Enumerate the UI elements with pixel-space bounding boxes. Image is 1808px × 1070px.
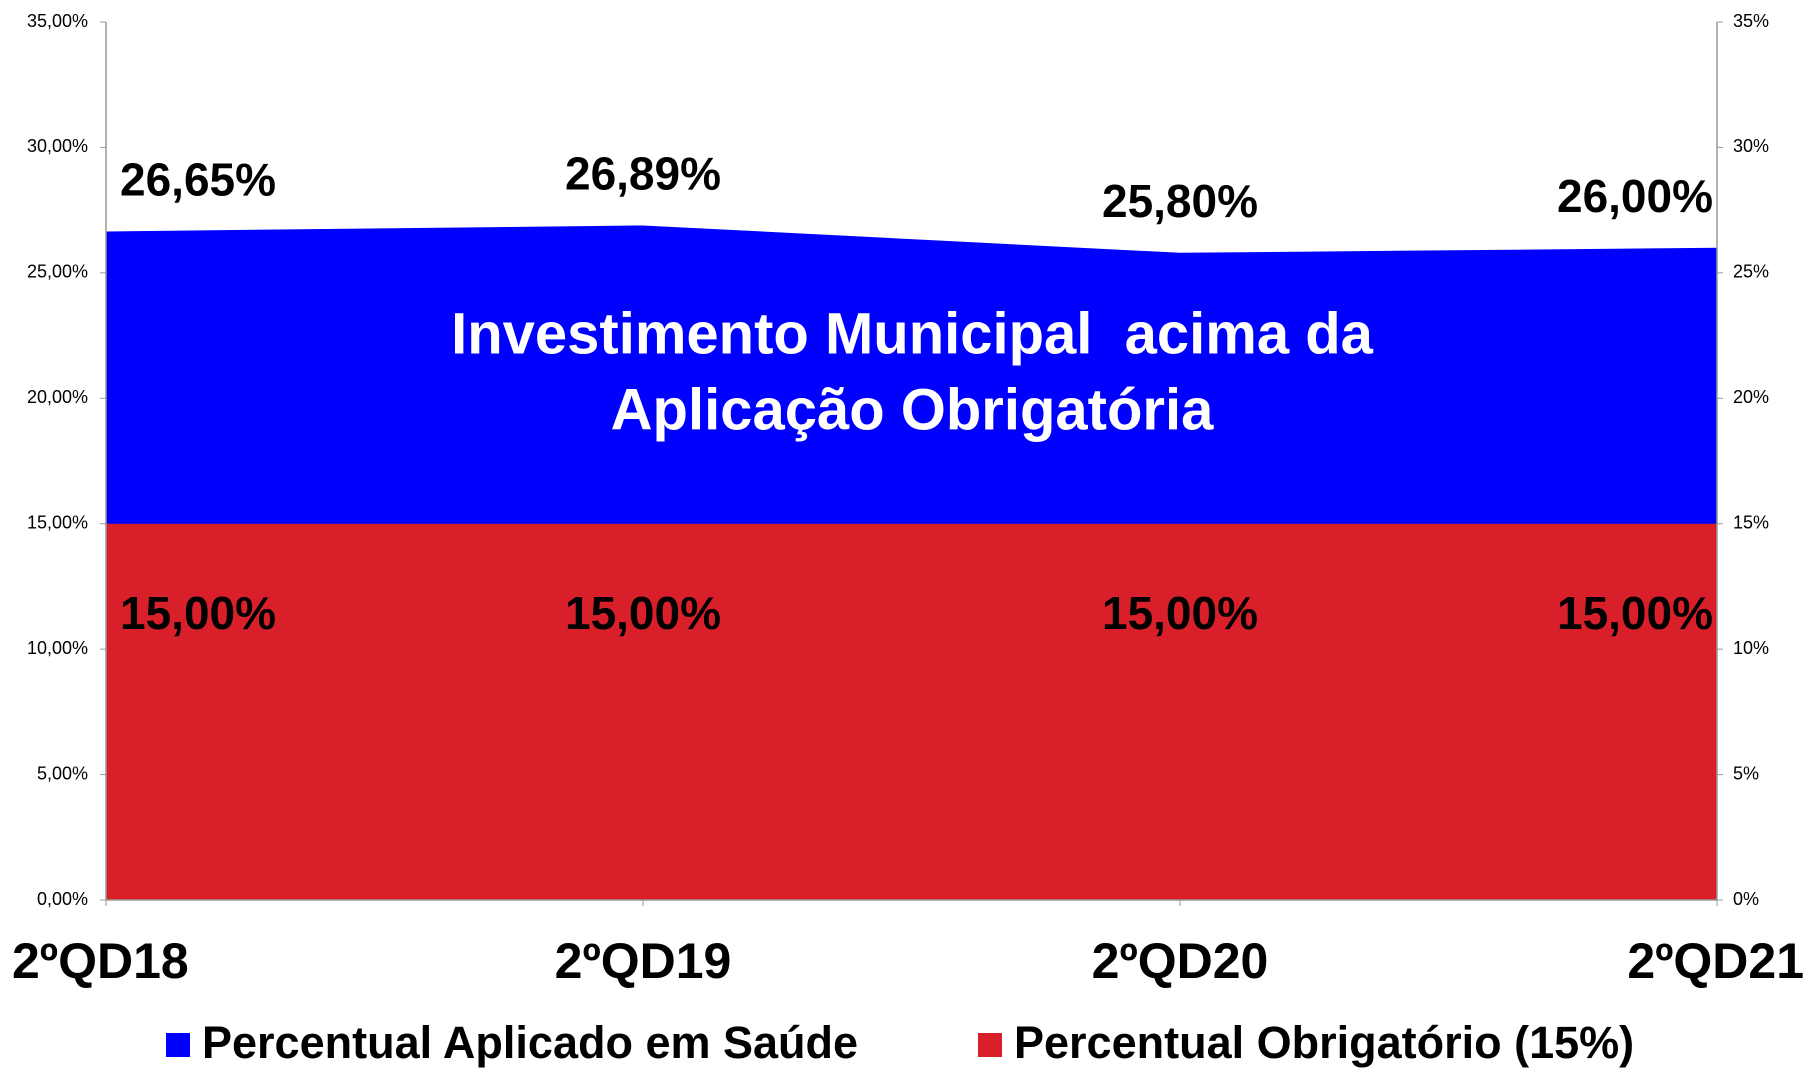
y-tick-label: 0,00% xyxy=(37,889,88,909)
y2-tick-label: 15% xyxy=(1733,512,1769,532)
annotation: Investimento Municipal acima da xyxy=(451,301,1374,366)
y2-tick-label: 35% xyxy=(1733,11,1769,31)
data-label: 15,00% xyxy=(1557,587,1713,639)
data-label: 25,80% xyxy=(1102,175,1258,227)
area xyxy=(106,523,1717,900)
legend-label: Percentual Aplicado em Saúde xyxy=(202,1017,858,1068)
y2-tick-label: 5% xyxy=(1733,763,1759,783)
data-label: 15,00% xyxy=(120,587,276,639)
y-tick-label: 5,00% xyxy=(37,763,88,783)
legend-label: Percentual Obrigatório (15%) xyxy=(1014,1017,1634,1068)
y2-tick-label: 10% xyxy=(1733,638,1769,658)
y2-tick-label: 30% xyxy=(1733,136,1769,156)
y-tick-label: 30,00% xyxy=(27,136,88,156)
y2-tick-label: 20% xyxy=(1733,387,1769,407)
data-label: 15,00% xyxy=(565,587,721,639)
data-label: 26,65% xyxy=(120,154,276,206)
y-tick-label: 15,00% xyxy=(27,512,88,532)
y-tick-label: 10,00% xyxy=(27,638,88,658)
x-tick-label: 2ºQD20 xyxy=(1092,933,1269,989)
data-label: 15,00% xyxy=(1102,587,1258,639)
y-tick-label: 20,00% xyxy=(27,387,88,407)
y-tick-label: 25,00% xyxy=(27,262,88,282)
x-tick-label: 2ºQD18 xyxy=(12,933,189,989)
y-tick-label: 35,00% xyxy=(27,11,88,31)
data-label: 26,00% xyxy=(1557,170,1713,222)
y2-tick-label: 25% xyxy=(1733,262,1769,282)
legend-swatch xyxy=(978,1033,1002,1057)
annotation: Aplicação Obrigatória xyxy=(611,377,1214,442)
legend-swatch xyxy=(166,1033,190,1057)
data-label: 26,89% xyxy=(565,148,721,200)
x-tick-label: 2ºQD21 xyxy=(1627,933,1804,989)
y2-tick-label: 0% xyxy=(1733,889,1759,909)
x-tick-label: 2ºQD19 xyxy=(555,933,732,989)
